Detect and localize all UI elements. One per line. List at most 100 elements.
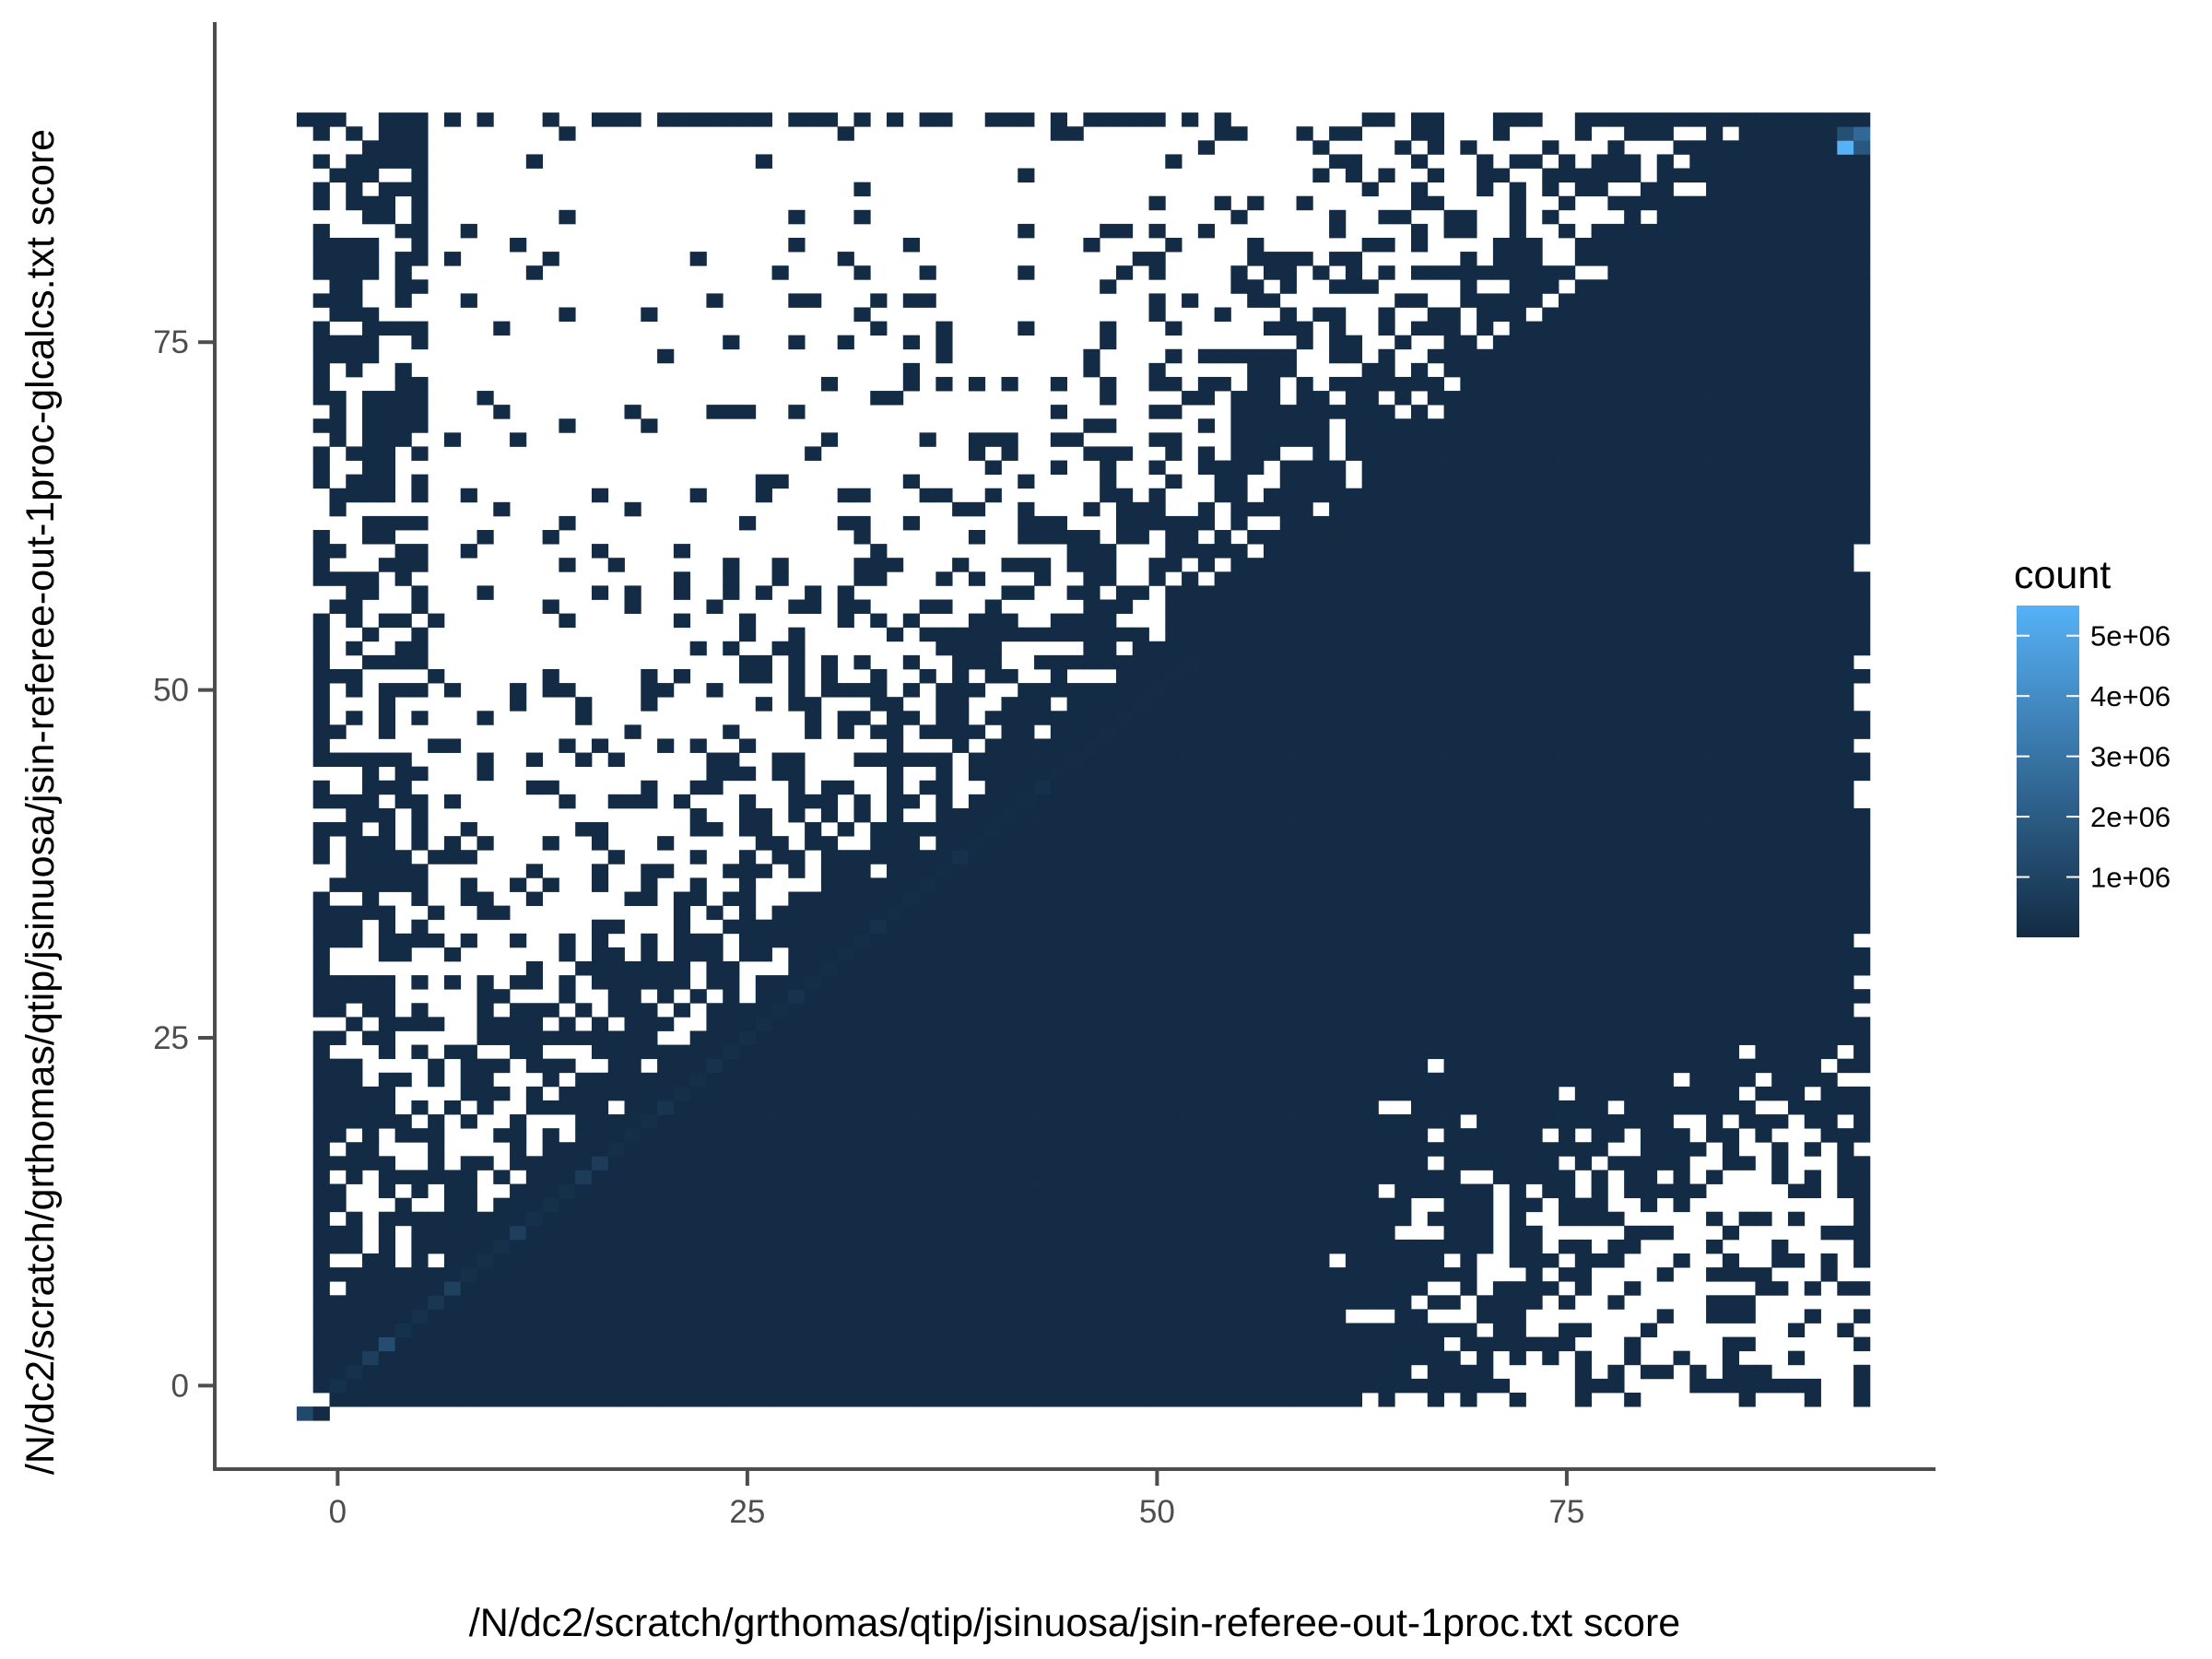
heatmap-cell: [1100, 446, 1117, 461]
heatmap-cell: [1100, 1170, 1117, 1184]
heatmap-cell: [1182, 1267, 1199, 1282]
heatmap-cell: [706, 1003, 724, 1018]
heatmap-cell: [1492, 905, 1511, 921]
heatmap-cell: [1738, 585, 1756, 600]
heatmap-cell: [673, 1267, 691, 1282]
heatmap-cell: [723, 1378, 740, 1394]
heatmap-cell: [837, 822, 854, 837]
heatmap-cell: [1411, 1114, 1429, 1129]
heatmap-cell: [641, 1170, 658, 1184]
heatmap-cell: [346, 711, 363, 725]
heatmap-cell: [312, 654, 330, 670]
heatmap-cell: [443, 1225, 462, 1241]
heatmap-cell: [1525, 1197, 1543, 1213]
heatmap-cell: [460, 1253, 477, 1268]
heatmap-cell: [1492, 1128, 1511, 1143]
heatmap-cell: [510, 1114, 527, 1129]
heatmap-cell: [362, 474, 380, 489]
heatmap-cell: [1066, 780, 1084, 795]
heatmap-cell: [1820, 891, 1838, 907]
heatmap-cell: [706, 1058, 724, 1074]
heatmap-cell: [968, 501, 986, 517]
heatmap-cell: [493, 501, 511, 517]
heatmap-cell: [1312, 1295, 1330, 1310]
heatmap-cell: [723, 1225, 740, 1241]
heatmap-cell: [1148, 780, 1166, 795]
heatmap-cell: [1837, 1058, 1854, 1074]
heatmap-cell: [1853, 724, 1871, 739]
heatmap-cell: [1247, 1309, 1265, 1324]
heatmap-cell: [1607, 446, 1625, 461]
heatmap-cell: [1509, 1072, 1526, 1088]
heatmap-cell: [1329, 1058, 1347, 1074]
heatmap-cell: [1820, 836, 1838, 851]
heatmap-cell: [1853, 1225, 1871, 1241]
heatmap-cell: [902, 1323, 920, 1337]
heatmap-cell: [1542, 807, 1559, 823]
heatmap-cell: [1837, 530, 1854, 545]
heatmap-cell: [935, 960, 953, 976]
heatmap-cell: [1296, 960, 1313, 976]
heatmap-cell: [1132, 1281, 1149, 1296]
heatmap-cell: [1034, 1142, 1052, 1157]
heatmap-cell: [1230, 1156, 1248, 1171]
heatmap-cell: [968, 1253, 986, 1268]
heatmap-cell: [1034, 1183, 1052, 1199]
heatmap-cell: [1559, 474, 1576, 489]
heatmap-cell: [1492, 780, 1511, 795]
heatmap-cell: [1247, 1072, 1265, 1088]
heatmap-cell: [788, 1017, 806, 1031]
heatmap-cell: [902, 905, 920, 921]
heatmap-cell: [968, 864, 986, 878]
heatmap-cell: [771, 1114, 789, 1129]
heatmap-cell: [1624, 822, 1641, 837]
heatmap-cell: [1542, 1100, 1559, 1115]
heatmap-cell: [1574, 1142, 1592, 1157]
heatmap-cell: [460, 822, 477, 837]
heatmap-cell: [1706, 571, 1724, 586]
heatmap-cell: [1214, 1072, 1231, 1088]
heatmap-cell: [1427, 515, 1444, 531]
heatmap-cell: [1477, 654, 1494, 670]
heatmap-cell: [641, 864, 658, 878]
heatmap-cell: [1706, 683, 1724, 698]
heatmap-cell: [460, 877, 477, 892]
heatmap-cell: [1477, 515, 1494, 531]
heatmap-cell: [1345, 864, 1363, 878]
heatmap-cell: [428, 1309, 445, 1324]
heatmap-cell: [805, 1336, 822, 1352]
heatmap-cell: [1755, 1086, 1772, 1101]
heatmap-cell: [1427, 446, 1444, 461]
heatmap-cell: [1345, 446, 1363, 461]
heatmap-cell: [542, 1142, 559, 1157]
heatmap-cell: [1361, 1128, 1379, 1143]
heatmap-cell: [1411, 460, 1429, 476]
heatmap-cell: [1804, 766, 1821, 782]
heatmap-cell: [952, 947, 970, 962]
heatmap-cell: [1656, 919, 1674, 935]
heatmap-cell: [1771, 877, 1789, 892]
heatmap-cell: [1624, 585, 1641, 600]
heatmap-cell: [1460, 697, 1477, 712]
heatmap-cell: [1018, 1100, 1035, 1115]
heatmap-cell: [853, 1003, 871, 1018]
heatmap-cell: [1509, 1058, 1526, 1074]
heatmap-cell: [1787, 697, 1806, 712]
heatmap-cell: [362, 460, 380, 476]
heatmap-cell: [657, 1267, 675, 1282]
heatmap-cell: [952, 850, 970, 865]
heatmap-cell: [1312, 836, 1330, 851]
heatmap-cell: [1230, 738, 1248, 753]
heatmap-cell: [542, 1239, 559, 1254]
heatmap-cell: [1853, 613, 1871, 629]
heatmap-cell: [1411, 989, 1429, 1004]
heatmap-cell: [312, 1323, 330, 1337]
heatmap-cell: [1100, 1267, 1117, 1282]
heatmap-cell: [1066, 1044, 1084, 1060]
heatmap-cell: [1197, 960, 1216, 976]
heatmap-cell: [853, 891, 871, 907]
heatmap-cell: [1296, 877, 1313, 892]
heatmap-cell: [1115, 960, 1134, 976]
heatmap-cell: [771, 1044, 789, 1060]
heatmap-cell: [1263, 877, 1281, 892]
